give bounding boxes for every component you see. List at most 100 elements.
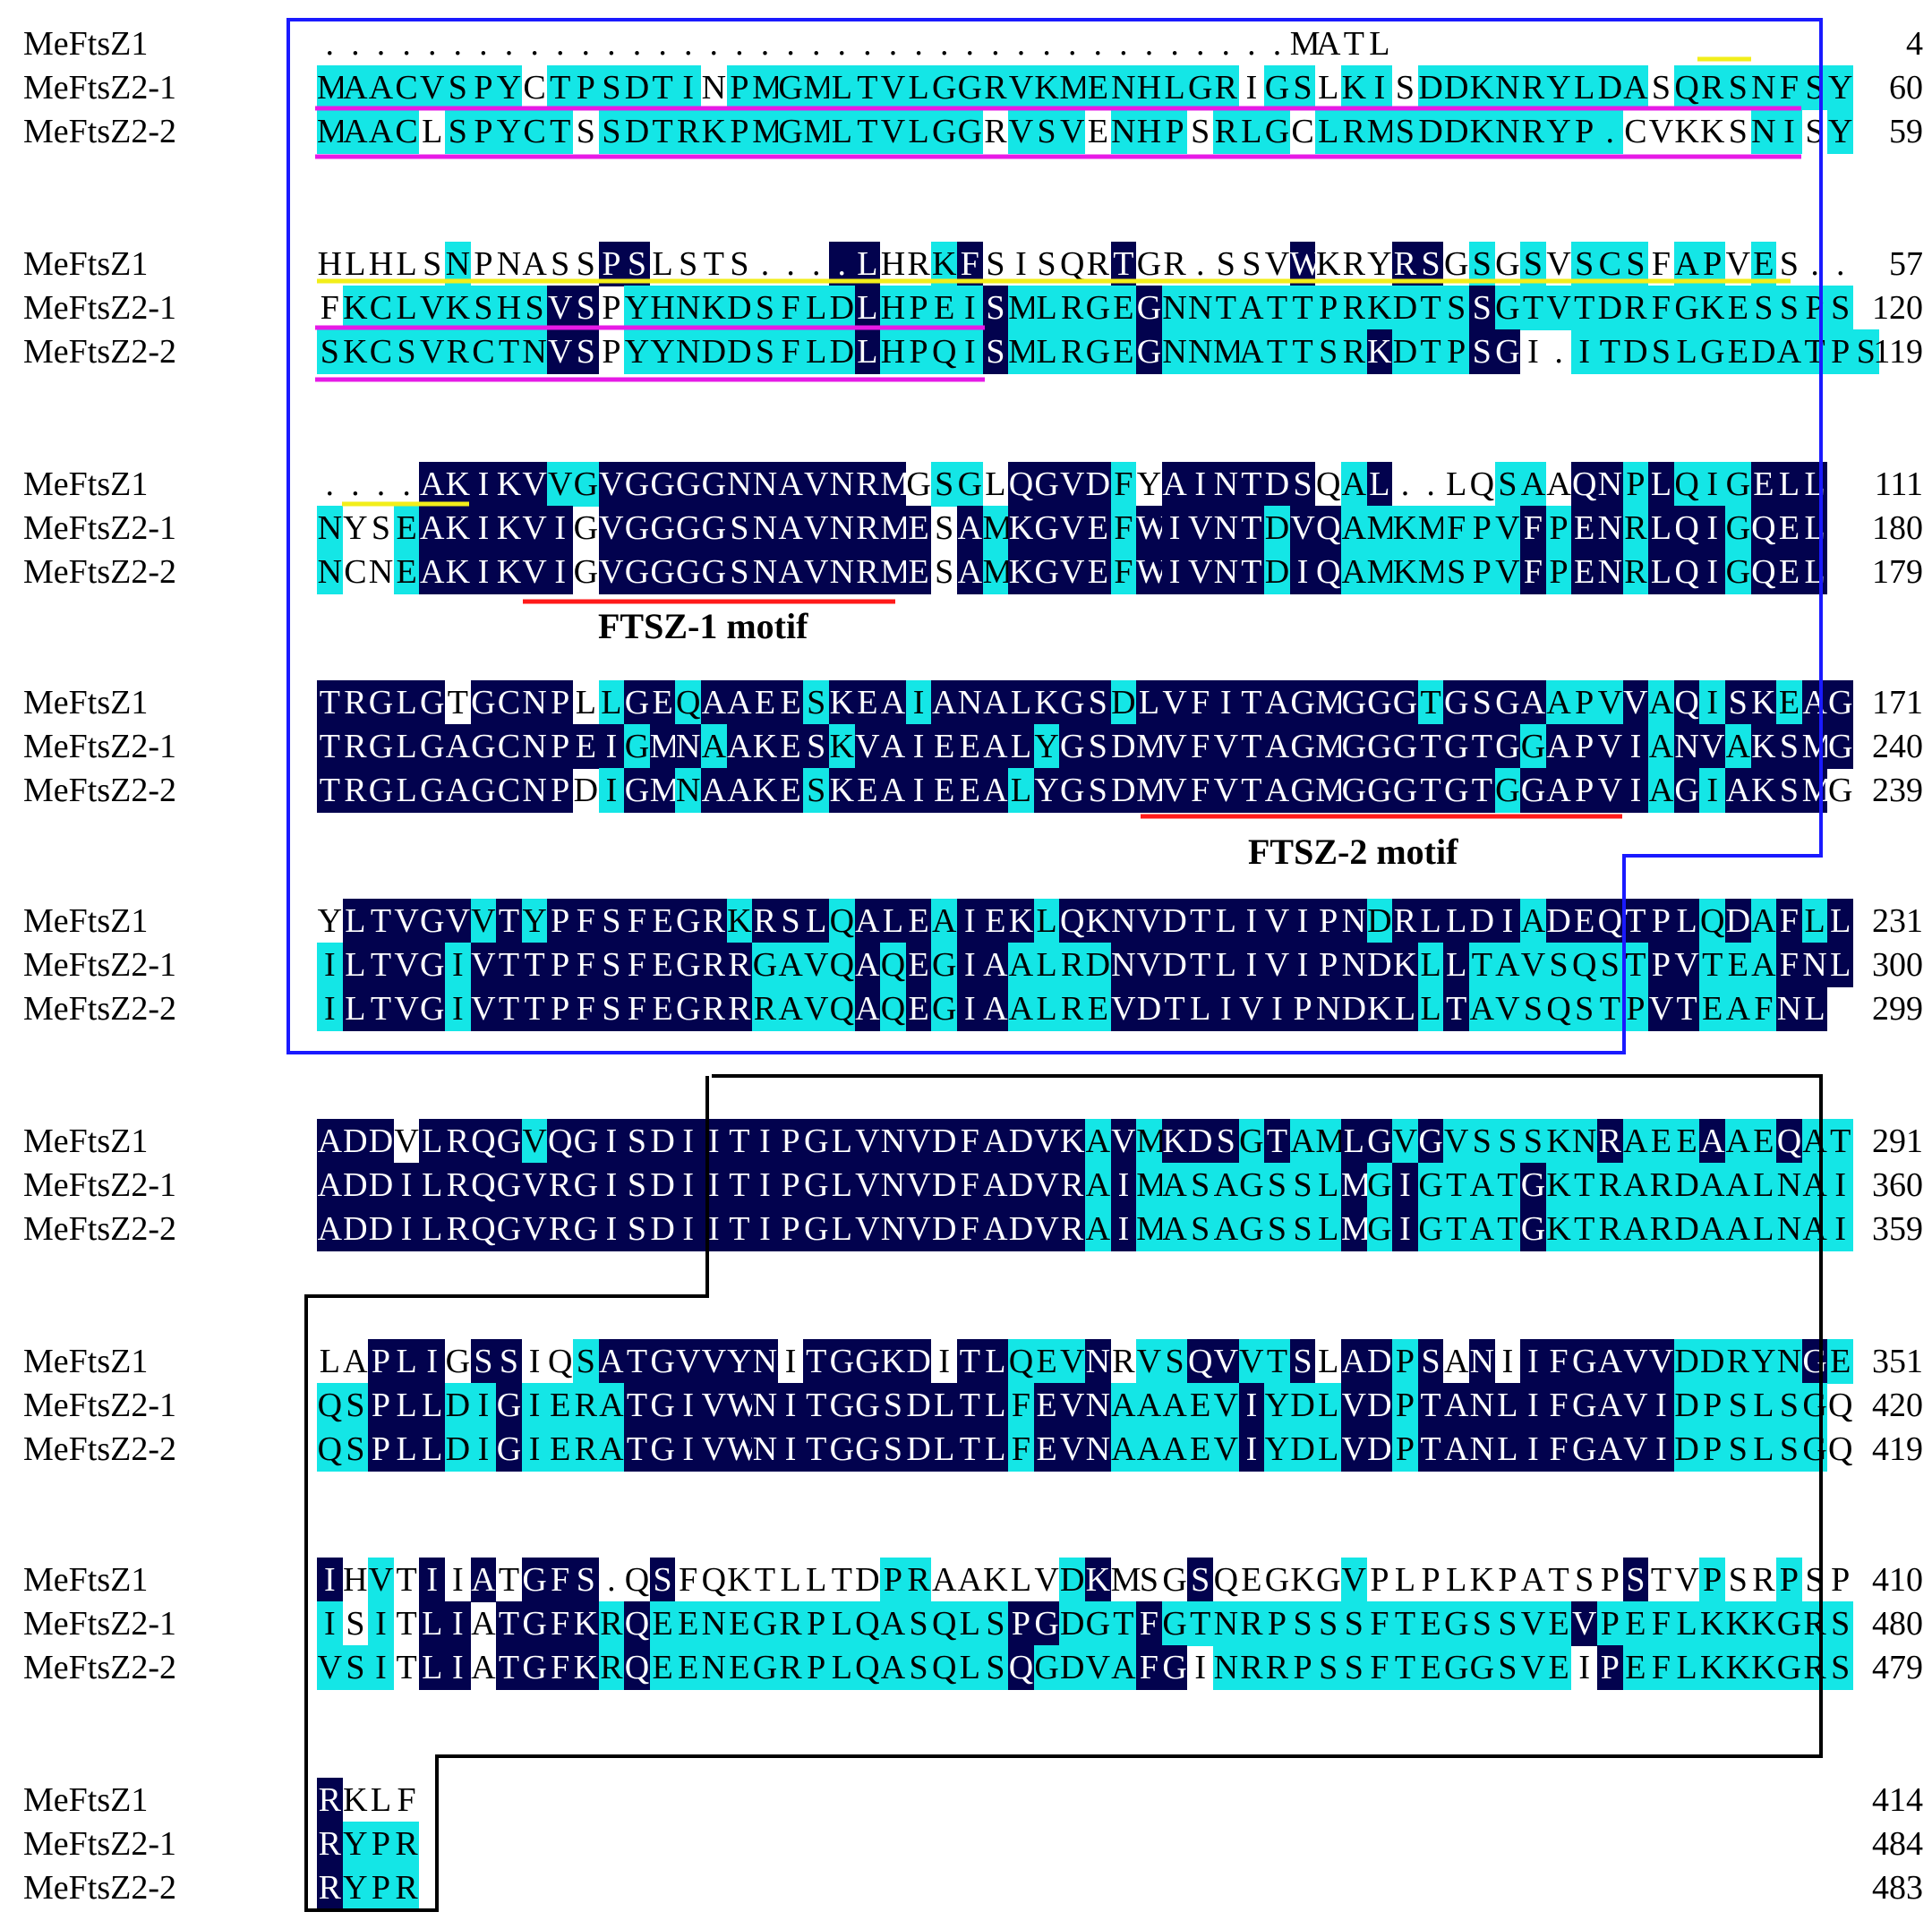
residue: L: [1010, 1561, 1032, 1599]
residue: R: [1059, 1207, 1085, 1251]
residue: L: [393, 724, 420, 769]
residue: D: [342, 1207, 369, 1251]
residue: K: [1699, 113, 1725, 150]
alignment-gap: .: [1195, 245, 1205, 283]
residue: R: [1752, 1561, 1775, 1599]
residue: S: [624, 1207, 650, 1251]
residue: S: [521, 286, 548, 330]
residue: V: [905, 1207, 932, 1251]
residue: P: [1648, 899, 1674, 943]
residue: G: [931, 943, 957, 987]
residue: T: [726, 1163, 753, 1208]
residue: Q: [1699, 899, 1725, 943]
residue: K: [1059, 1119, 1085, 1164]
residue: K: [752, 768, 778, 813]
residue: I: [521, 1427, 548, 1472]
residue: R: [1520, 65, 1546, 110]
residue: G: [1494, 329, 1521, 374]
residue: R: [1238, 1601, 1265, 1646]
residue: D: [1443, 65, 1469, 110]
residue: R: [1059, 1163, 1085, 1208]
residue: F: [320, 289, 339, 327]
residue: N: [880, 1163, 906, 1208]
sequence-name: MeFtsZ2-2: [23, 553, 176, 591]
residue: L: [342, 986, 369, 1031]
residue: S: [1648, 329, 1674, 374]
residue: P: [777, 1119, 804, 1164]
residue: K: [752, 724, 778, 769]
residue: T: [1238, 768, 1265, 813]
residue: F: [957, 242, 983, 286]
residue: V: [880, 65, 906, 110]
residue: I: [1392, 1207, 1418, 1251]
residue: M: [752, 109, 782, 154]
residue: A: [777, 506, 804, 551]
residue: P: [1370, 1561, 1389, 1599]
residue: I: [317, 986, 343, 1031]
residue: P: [368, 1339, 394, 1384]
residue: S: [342, 1383, 369, 1428]
residue: Q: [1545, 986, 1572, 1031]
residue: L: [419, 1427, 445, 1472]
residue: V: [1213, 1339, 1239, 1384]
residue: G: [1033, 550, 1060, 594]
residue: F: [1110, 462, 1137, 507]
residue: L: [905, 65, 932, 110]
residue: G: [1417, 1207, 1444, 1251]
residue: G: [368, 768, 394, 813]
residue: Q: [624, 1645, 650, 1690]
residue: K: [1033, 680, 1060, 725]
residue: I: [752, 1163, 778, 1208]
residue: S: [1341, 1601, 1367, 1646]
residue: S: [1315, 329, 1341, 374]
residue: S: [1395, 69, 1415, 107]
residue: Y: [521, 899, 548, 943]
residue: W: [726, 1383, 758, 1428]
residue: G: [1392, 724, 1418, 769]
residue: G: [752, 1645, 778, 1690]
residue: A: [957, 506, 983, 551]
residue: L: [370, 1781, 392, 1819]
residue: P: [777, 1163, 804, 1208]
residue: E: [1187, 1383, 1213, 1428]
residue: L: [393, 1339, 420, 1384]
residue: T: [496, 1601, 522, 1646]
residue-count: 179: [1872, 553, 1923, 591]
residue: N: [1469, 1383, 1495, 1428]
residue: V: [521, 1119, 548, 1164]
residue: S: [342, 1427, 369, 1472]
residue: T: [396, 1649, 417, 1686]
residue: G: [1136, 286, 1162, 330]
residue: V: [1494, 506, 1521, 551]
residue: T: [726, 1119, 753, 1164]
residue: D: [1110, 724, 1137, 769]
sequence-name: MeFtsZ2-2: [23, 772, 176, 809]
alignment-gap: .: [1144, 25, 1154, 63]
residue: L: [1776, 462, 1802, 507]
residue: S: [624, 1119, 650, 1164]
residue: G: [649, 1383, 676, 1428]
residue: E: [726, 1601, 753, 1646]
residue: F: [573, 899, 599, 943]
residue: V: [1520, 1645, 1546, 1690]
residue: G: [1366, 1163, 1393, 1208]
residue: F: [1187, 680, 1213, 725]
residue: S: [1085, 768, 1111, 813]
residue: G: [624, 506, 650, 551]
residue-count: 171: [1872, 684, 1923, 721]
residue: C: [470, 329, 497, 374]
residue: L: [957, 1645, 983, 1690]
residue: I: [675, 1207, 701, 1251]
residue: Q: [829, 899, 855, 943]
residue: N: [1571, 1119, 1597, 1164]
alignment-gap: .: [1554, 333, 1563, 371]
residue: E: [1545, 1645, 1572, 1690]
residue: P: [368, 1865, 394, 1910]
residue: G: [675, 899, 701, 943]
residue: A: [343, 1343, 368, 1380]
residue: I: [752, 1119, 778, 1164]
residue: T: [1673, 986, 1700, 1031]
residue: D: [1673, 1339, 1700, 1384]
residue: V: [470, 986, 497, 1031]
